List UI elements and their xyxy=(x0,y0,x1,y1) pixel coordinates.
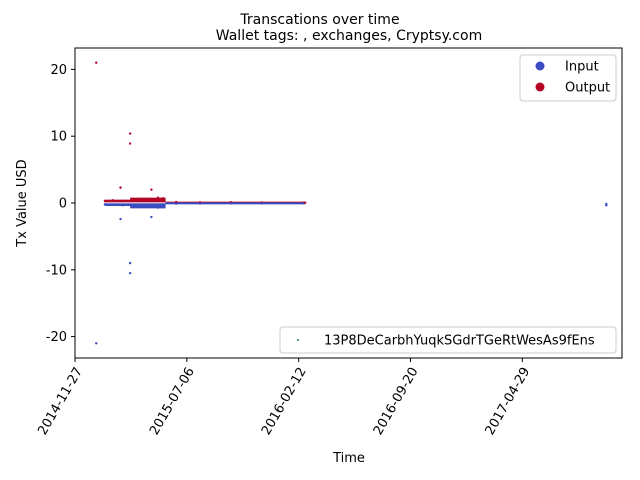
y-tick-label-10: 10 xyxy=(50,130,67,145)
point-output-18 xyxy=(304,201,307,204)
point-output-5 xyxy=(103,199,107,203)
legend-address-label: 13P8DeCarbhYuqkSGdrTGeRtWesAs9fEns xyxy=(324,334,595,349)
point-input-7 xyxy=(121,204,124,207)
y-tick-label-20: 20 xyxy=(50,63,67,78)
legend-address-box xyxy=(279,326,617,354)
x-tick-label-2016-09-20: 2016-09-20 xyxy=(371,365,422,438)
legend-address: 13P8DeCarbhYuqkSGdrTGeRtWesAs9fEns xyxy=(279,326,617,354)
x-tick-label-2015-07-06: 2015-07-06 xyxy=(147,365,198,438)
point-output-12 xyxy=(161,197,165,200)
point-output-8 xyxy=(130,198,134,201)
point-input-12 xyxy=(161,206,165,209)
band-input-3 xyxy=(104,203,166,207)
legend-input-marker xyxy=(535,61,545,71)
y-tick-label--10: -10 xyxy=(46,263,67,278)
chart-title: Wallet tags: , exchanges, Cryptsy.com xyxy=(216,28,482,44)
y-axis-ticks: -20 -10 0 10 20 xyxy=(46,63,75,345)
x-axis-label: Time xyxy=(332,451,365,466)
x-tick-label-2017-04-29: 2017-04-29 xyxy=(483,365,534,438)
point-input-10 xyxy=(149,205,152,209)
point-input-8 xyxy=(130,205,134,208)
point-output-1 xyxy=(128,132,132,135)
y-tick-label-0: 0 xyxy=(59,197,67,212)
y-axis-label: Tx Value USD xyxy=(15,159,30,247)
legend-address-marker xyxy=(297,339,299,341)
band-output-0 xyxy=(104,199,166,203)
band-input-4 xyxy=(130,205,166,209)
point-output-6 xyxy=(111,199,115,202)
band-output-1 xyxy=(130,197,166,201)
point-input-16 xyxy=(260,202,263,205)
legend-output-marker xyxy=(535,82,545,92)
point-output-2 xyxy=(128,142,132,145)
point-input-6 xyxy=(111,203,115,207)
point-output-4 xyxy=(150,188,153,191)
point-input-0 xyxy=(95,342,98,345)
point-output-7 xyxy=(121,199,124,202)
point-input-14 xyxy=(198,202,202,205)
y-tick-label--20: -20 xyxy=(46,330,67,345)
point-input-9 xyxy=(139,204,142,208)
legend-main: Input Output xyxy=(519,54,617,102)
point-input-5 xyxy=(103,203,107,206)
data-points xyxy=(95,61,608,345)
point-output-3 xyxy=(119,186,122,189)
band-input-5 xyxy=(165,202,306,205)
point-output-9 xyxy=(139,198,142,202)
point-input-4 xyxy=(150,215,153,219)
legend-output-label: Output xyxy=(565,81,610,96)
point-output-11 xyxy=(156,196,160,199)
point-input-11 xyxy=(156,206,160,209)
point-input-13 xyxy=(175,202,178,205)
x-axis-ticks: 2014-11-27 2015-07-06 2016-02-12 2016-09-20… xyxy=(35,358,533,438)
legend-input-label: Input xyxy=(565,60,599,75)
point-input-19 xyxy=(605,204,608,207)
chart-suptitle: Transcations over time xyxy=(239,12,399,28)
x-tick-label-2016-02-12: 2016-02-12 xyxy=(259,365,310,438)
point-input-2 xyxy=(128,261,132,265)
point-input-15 xyxy=(229,202,233,205)
point-input-1 xyxy=(128,271,132,275)
point-input-3 xyxy=(119,217,122,221)
point-input-17 xyxy=(301,202,304,205)
x-tick-label-2014-11-27: 2014-11-27 xyxy=(35,365,86,438)
point-output-10 xyxy=(149,197,152,201)
point-output-13 xyxy=(175,200,178,204)
data-bands xyxy=(104,197,306,209)
point-output-0 xyxy=(95,61,98,64)
